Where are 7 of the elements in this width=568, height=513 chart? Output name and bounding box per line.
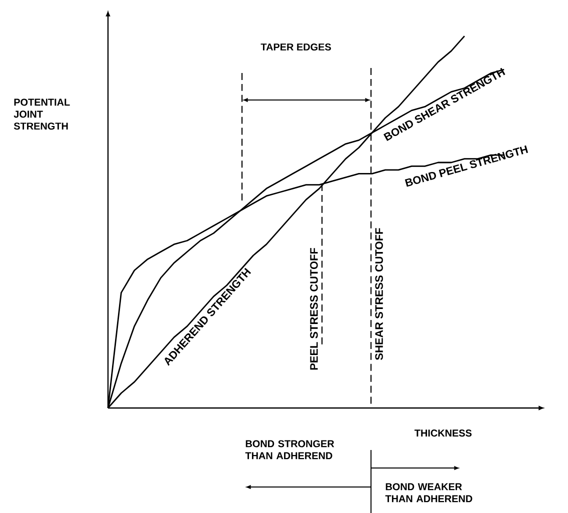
x-axis-title: THICKNESS	[414, 430, 472, 437]
y-axis-title: POTENTIAL JOINT STRENGTH	[14, 98, 70, 130]
text: BOND WEAKER THAN ADHEREND	[385, 483, 472, 502]
annotation: PEEL STRESS CUTOFF	[310, 248, 318, 370]
text: BOND STRONGER THAN ADHEREND	[245, 440, 334, 460]
annotation: SHEAR STRESS CUTOFF	[375, 228, 383, 360]
annotation: TAPER EDGES	[260, 43, 331, 51]
